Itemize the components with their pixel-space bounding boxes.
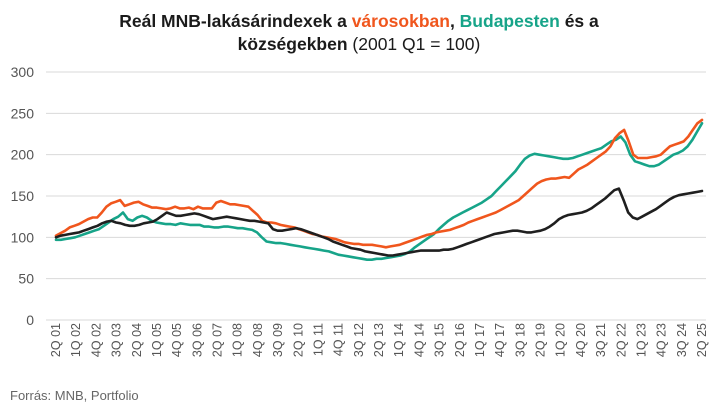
- x-tick-label: 3Q 09: [271, 323, 285, 357]
- x-tick-label: 4Q 20: [574, 323, 588, 357]
- x-axis-ticks: 2Q 01 1Q 02 4Q 02 3Q 03 2Q 04 1Q 05 4Q 05 3Q 06…: [49, 323, 709, 357]
- x-tick-label: 4Q 17: [493, 323, 507, 357]
- title-series-cities: városokban: [351, 11, 450, 31]
- series-line-községekben: [54, 187, 704, 257]
- x-tick-label: 2Q 16: [453, 323, 467, 357]
- y-tick-label-50: 50: [18, 271, 34, 287]
- x-tick-label: 1Q 11: [311, 323, 325, 356]
- title-separator: ,: [449, 11, 460, 31]
- y-tick-label-300: 300: [11, 64, 35, 80]
- title-series-budapest: Budapesten: [459, 11, 560, 31]
- x-tick-label: 3Q 12: [352, 323, 366, 357]
- x-tick-label: 1Q 02: [69, 323, 83, 357]
- x-tick-label: 4Q 11: [332, 323, 346, 356]
- x-tick-label: 1Q 14: [392, 323, 406, 357]
- y-tick-label-250: 250: [11, 105, 35, 121]
- title-series-villages: községekben: [237, 34, 348, 54]
- x-tick-label: 3Q 15: [433, 323, 447, 357]
- y-tick-label-100: 100: [11, 229, 35, 245]
- x-tick-label: 2Q 01: [49, 323, 63, 357]
- x-tick-label: 2Q 07: [211, 323, 225, 357]
- x-tick-label: 1Q 08: [231, 323, 245, 357]
- x-tick-label: 4Q 02: [89, 323, 103, 357]
- chart-title: Reál MNB-lakásárindexek a városokban, Bu…: [0, 10, 718, 56]
- x-tick-label: 3Q 03: [110, 323, 124, 357]
- x-tick-label: 2Q 19: [534, 323, 548, 357]
- x-tick-label: 1Q 23: [634, 323, 648, 357]
- source-note: Forrás: MNB, Portfolio: [10, 388, 139, 403]
- y-tick-label-0: 0: [26, 312, 34, 328]
- x-tick-label: 4Q 14: [412, 323, 426, 357]
- x-tick-label: 2Q 25: [695, 323, 709, 357]
- y-axis-ticks: 0 50 100 150 200 250 300: [11, 64, 35, 328]
- x-tick-label: 1Q 17: [473, 323, 487, 357]
- x-tick-label: 1Q 20: [554, 323, 568, 357]
- title-suffix: és a: [559, 11, 599, 31]
- x-tick-label: 2Q 04: [130, 323, 144, 357]
- gridlines: [46, 71, 706, 321]
- title-base-note: (2001 Q1 = 100): [347, 34, 481, 54]
- x-tick-label: 3Q 06: [190, 323, 204, 357]
- x-tick-label: 4Q 05: [170, 323, 184, 357]
- x-tick-label: 3Q 18: [513, 323, 527, 357]
- x-tick-label: 4Q 23: [655, 323, 669, 357]
- x-tick-label: 2Q 22: [614, 323, 628, 357]
- title-prefix: Reál MNB-lakásárindexek a: [119, 11, 352, 31]
- y-tick-label-200: 200: [11, 147, 35, 163]
- x-tick-label: 1Q 05: [150, 323, 164, 357]
- x-tick-label: 4Q 08: [251, 323, 265, 357]
- x-tick-label: 2Q 10: [291, 323, 305, 357]
- x-tick-label: 3Q 24: [675, 323, 689, 357]
- x-tick-label: 3Q 21: [594, 323, 608, 357]
- y-tick-label-150: 150: [11, 188, 35, 204]
- x-tick-label: 2Q 13: [372, 323, 386, 357]
- series-line-Budapesten: [54, 122, 704, 261]
- series-line-városokban: [54, 118, 704, 249]
- series-lines: [54, 118, 704, 261]
